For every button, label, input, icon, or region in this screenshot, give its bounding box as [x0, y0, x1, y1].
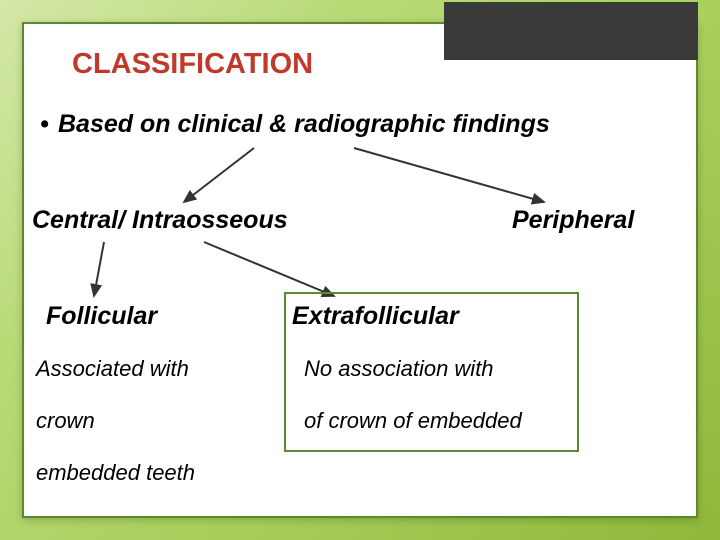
bullet-dot: •: [40, 110, 48, 139]
arrow-central-follicular: [94, 242, 104, 296]
bullet-text: Based on clinical & radiographic finding…: [58, 110, 550, 138]
follicular-desc-line1: Associated with: [36, 356, 189, 382]
extrafollicular-desc-line2: of crown of embedded: [304, 408, 522, 434]
follicular-desc-line3: embedded teeth: [36, 460, 195, 486]
arrow-bullet-peripheral: [354, 148, 544, 202]
node-peripheral: Peripheral: [512, 206, 634, 235]
extrafollicular-desc-line1: No association with: [304, 356, 494, 382]
slide-content-box: CLASSIFICATION • Based on clinical & radi…: [22, 22, 698, 518]
slide-title: CLASSIFICATION: [72, 48, 313, 81]
bullet-main: • Based on clinical & radiographic findin…: [40, 110, 550, 139]
node-extrafollicular: Extrafollicular: [292, 302, 459, 331]
node-follicular: Follicular: [46, 302, 157, 331]
follicular-desc-line2: crown: [36, 408, 95, 434]
node-central: Central/ Intraosseous: [32, 206, 288, 235]
corner-decoration: [444, 2, 698, 60]
arrow-central-extrafollicular: [204, 242, 334, 296]
arrow-bullet-central: [184, 148, 254, 202]
